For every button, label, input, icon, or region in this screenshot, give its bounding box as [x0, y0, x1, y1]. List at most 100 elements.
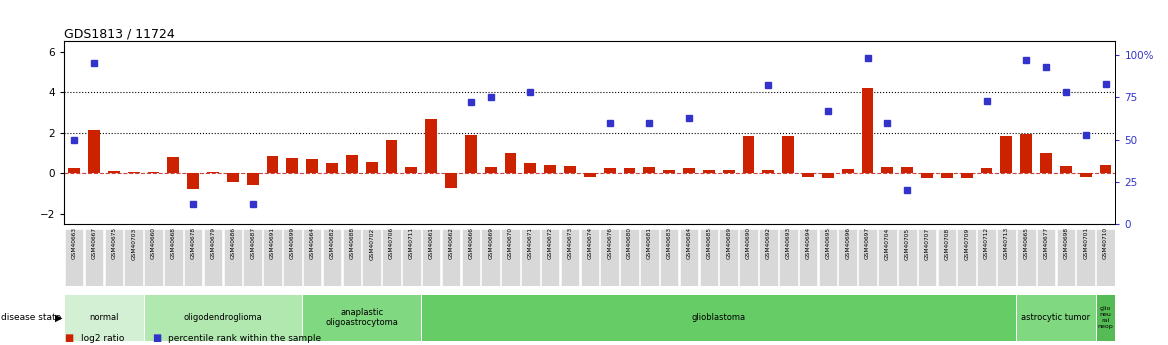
Text: GSM40706: GSM40706 [389, 227, 394, 259]
FancyBboxPatch shape [84, 229, 103, 286]
Text: GSM40663: GSM40663 [71, 227, 77, 259]
Text: GSM40660: GSM40660 [151, 227, 157, 259]
Text: GSM40683: GSM40683 [667, 227, 672, 259]
Text: GSM40668: GSM40668 [171, 227, 176, 259]
FancyBboxPatch shape [104, 229, 123, 286]
Text: normal: normal [89, 313, 119, 322]
FancyBboxPatch shape [759, 229, 778, 286]
Bar [822, 174, 834, 178]
Text: GSM40674: GSM40674 [588, 227, 592, 259]
FancyBboxPatch shape [898, 229, 917, 286]
Bar [425, 119, 437, 174]
FancyBboxPatch shape [164, 229, 182, 286]
Text: GSM40697: GSM40697 [865, 227, 870, 259]
Bar [207, 172, 218, 174]
FancyBboxPatch shape [223, 229, 242, 286]
FancyBboxPatch shape [1016, 294, 1096, 341]
Bar [743, 136, 755, 174]
Bar [1020, 134, 1033, 174]
Text: GSM40680: GSM40680 [627, 227, 632, 259]
Text: GSM40692: GSM40692 [766, 227, 771, 259]
Bar [326, 163, 338, 174]
FancyBboxPatch shape [422, 229, 440, 286]
Bar [68, 168, 81, 174]
Bar [187, 174, 199, 189]
FancyBboxPatch shape [739, 229, 758, 286]
Bar [505, 153, 516, 174]
Bar [88, 130, 100, 174]
Bar [107, 171, 120, 174]
Text: glioblastoma: glioblastoma [691, 313, 746, 322]
Bar [683, 168, 695, 174]
Text: GSM40677: GSM40677 [1043, 227, 1049, 259]
FancyBboxPatch shape [422, 294, 1016, 341]
Bar [127, 172, 140, 174]
FancyBboxPatch shape [1037, 229, 1056, 286]
Text: GSM40678: GSM40678 [190, 227, 196, 259]
Text: GSM40695: GSM40695 [826, 227, 830, 259]
Text: ■: ■ [64, 333, 74, 343]
Text: ▶: ▶ [55, 313, 62, 322]
FancyBboxPatch shape [1097, 229, 1114, 286]
FancyBboxPatch shape [263, 229, 281, 286]
Bar [922, 174, 933, 178]
Text: GSM40691: GSM40691 [270, 227, 274, 259]
FancyBboxPatch shape [1077, 229, 1096, 286]
Text: GSM40684: GSM40684 [687, 227, 691, 259]
Text: GSM40681: GSM40681 [647, 227, 652, 259]
Text: GSM40710: GSM40710 [1103, 227, 1108, 259]
Bar [385, 140, 397, 174]
FancyBboxPatch shape [858, 229, 877, 286]
Text: GSM40667: GSM40667 [91, 227, 97, 259]
Text: GSM40662: GSM40662 [449, 227, 453, 259]
Bar [246, 174, 258, 185]
Text: astrocytic tumor: astrocytic tumor [1021, 313, 1091, 322]
Text: GSM40679: GSM40679 [210, 227, 215, 259]
FancyBboxPatch shape [958, 229, 976, 286]
FancyBboxPatch shape [978, 229, 996, 286]
Text: log2 ratio: log2 ratio [81, 334, 124, 343]
Text: GSM40670: GSM40670 [508, 227, 513, 259]
FancyBboxPatch shape [402, 229, 420, 286]
Bar [167, 157, 179, 174]
Text: GDS1813 / 11724: GDS1813 / 11724 [64, 27, 175, 40]
Bar [227, 174, 238, 181]
Bar [644, 167, 655, 174]
FancyBboxPatch shape [183, 229, 202, 286]
Bar [961, 174, 973, 178]
Bar [783, 136, 794, 174]
FancyBboxPatch shape [660, 229, 679, 286]
Text: GSM40704: GSM40704 [885, 227, 890, 259]
FancyBboxPatch shape [1096, 294, 1115, 341]
FancyBboxPatch shape [144, 294, 303, 341]
Bar [266, 156, 278, 174]
Bar [723, 170, 735, 174]
Bar [147, 172, 160, 174]
FancyBboxPatch shape [322, 229, 341, 286]
Bar [842, 169, 854, 174]
Text: GSM40669: GSM40669 [488, 227, 493, 259]
Bar [584, 174, 596, 177]
FancyBboxPatch shape [918, 229, 937, 286]
FancyBboxPatch shape [541, 229, 559, 286]
Text: GSM40665: GSM40665 [1023, 227, 1029, 259]
Text: ■: ■ [152, 333, 161, 343]
FancyBboxPatch shape [1017, 229, 1036, 286]
Text: percentile rank within the sample: percentile rank within the sample [168, 334, 321, 343]
FancyBboxPatch shape [124, 229, 142, 286]
FancyBboxPatch shape [839, 229, 857, 286]
FancyBboxPatch shape [283, 229, 301, 286]
Text: GSM40707: GSM40707 [925, 227, 930, 259]
Text: GSM40711: GSM40711 [409, 227, 413, 259]
Bar [802, 174, 814, 177]
Bar [1079, 174, 1092, 177]
Bar [763, 170, 774, 174]
FancyBboxPatch shape [65, 229, 83, 286]
Text: GSM40699: GSM40699 [290, 227, 294, 259]
Bar [902, 167, 913, 174]
FancyBboxPatch shape [203, 229, 222, 286]
Text: GSM40702: GSM40702 [369, 227, 374, 259]
Text: anaplastic
oligoastrocytoma: anaplastic oligoastrocytoma [326, 308, 398, 327]
Text: GSM40687: GSM40687 [250, 227, 255, 259]
Bar [981, 168, 993, 174]
